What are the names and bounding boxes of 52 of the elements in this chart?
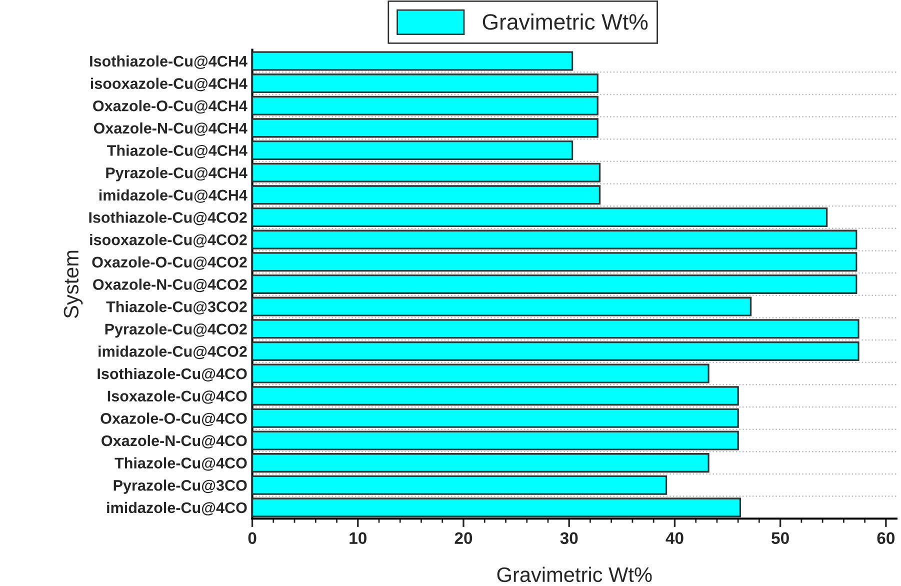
bar	[252, 296, 752, 316]
y-tick-label: Thiazole-Cu@4CH4	[107, 144, 248, 158]
x-tick-label: 60	[877, 532, 895, 544]
x-tick-label: 30	[560, 532, 578, 544]
y-tick-label: Oxazole-N-Cu@4CO2	[93, 278, 247, 292]
y-tick-label: Oxazole-O-Cu@4CH4	[93, 100, 248, 114]
y-tick-label: Pyrazole-Cu@4CO2	[105, 323, 247, 338]
legend-label: Gravimetric Wt%	[482, 13, 648, 30]
bar	[252, 185, 601, 205]
y-tick-label: Isoxazole-Cu@4CO	[108, 390, 247, 404]
bar	[252, 96, 598, 116]
y-tick-label: Isothiazole-Cu@4CH4	[90, 55, 248, 69]
bar	[252, 408, 739, 428]
bar	[252, 140, 574, 160]
bar	[252, 453, 710, 473]
y-tick-label: imidazole-Cu@4CO2	[98, 346, 247, 360]
x-tick-label: 20	[454, 532, 472, 544]
bar	[252, 475, 668, 495]
x-tick-label: 40	[666, 532, 684, 544]
y-tick-label: imidazole-Cu@4CO	[107, 502, 247, 516]
y-tick-label: Thiazole-Cu@4CO	[114, 457, 247, 471]
bar	[252, 74, 598, 94]
bar	[252, 51, 574, 71]
bar	[252, 274, 858, 294]
bar	[252, 341, 860, 361]
x-tick-label: 10	[350, 532, 366, 544]
y-tick-label: Isothiazole-Cu@4CO2	[89, 212, 247, 226]
y-tick-label: Thiazole-Cu@3CO2	[106, 301, 247, 314]
y-tick-label: Isothiazole-Cu@4CO	[98, 368, 247, 382]
bar	[252, 230, 858, 250]
y-tick-label: Pyrazole-Cu@4CH4	[106, 167, 248, 182]
y-tick-label: isooxazole-Cu@4CH4	[90, 78, 248, 92]
bar	[252, 430, 739, 450]
x-tick-label: 0	[248, 532, 256, 544]
bar	[252, 319, 860, 339]
x-tick-label: 50	[772, 532, 789, 544]
bar	[252, 118, 598, 138]
y-tick-label: isooxazole-Cu@4CO2	[90, 234, 247, 248]
bar	[252, 498, 742, 518]
y-tick-label: Pyrazole-Cu@3CO	[114, 480, 247, 494]
y-tick-label: imidazole-Cu@4CH4	[99, 189, 248, 203]
bar	[252, 386, 739, 406]
bar	[252, 252, 858, 272]
x-axis-title: Gravimetric Wt%	[497, 566, 652, 582]
y-tick-label: Oxazole-N-Cu@4CO	[102, 434, 247, 448]
y-tick-label: Oxazole-N-Cu@4CH4	[94, 122, 248, 136]
y-tick-label: Oxazole-O-Cu@4CO2	[92, 256, 247, 270]
bar	[252, 162, 601, 182]
y-tick-label: Oxazole-O-Cu@4CO	[100, 412, 247, 426]
bar	[252, 207, 828, 228]
y-axis-title: System	[64, 250, 83, 318]
bar	[252, 364, 710, 384]
